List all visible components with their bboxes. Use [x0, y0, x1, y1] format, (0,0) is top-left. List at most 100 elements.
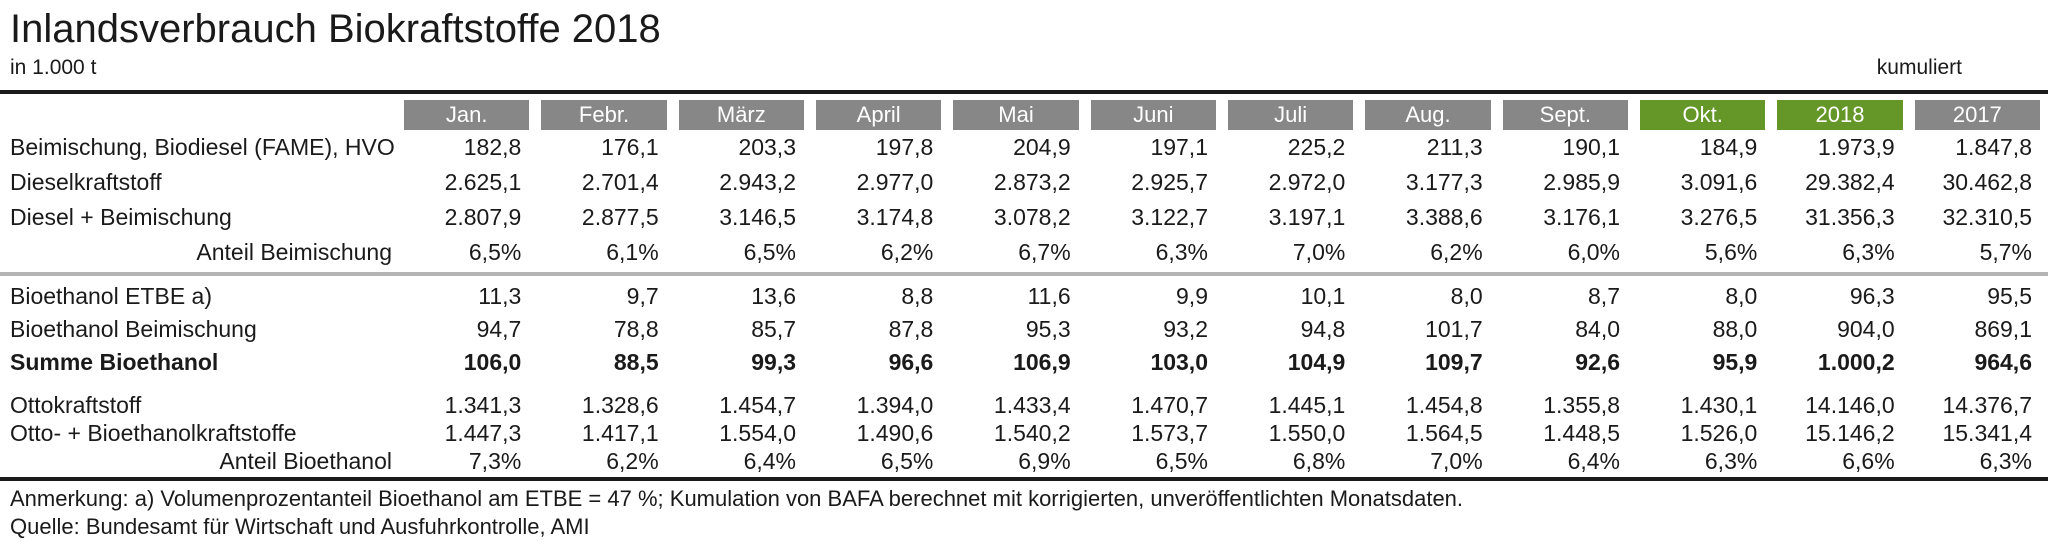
- value-cell: 1.447,3: [444, 419, 522, 446]
- page-title: Inlandsverbrauch Biokraftstoffe 2018: [10, 7, 661, 51]
- value-cell: 84,0: [1575, 316, 1620, 342]
- value-cell: 176,1: [601, 134, 659, 160]
- value-cell: 94,7: [476, 316, 522, 342]
- value-cell: 106,9: [1013, 349, 1071, 375]
- table-row-anteil-bioethanol: Anteil Bioethanol 7,3% 6,2% 6,4% 6,5% 6,9% 6,5…: [0, 447, 2048, 475]
- value-cell: 6,3%: [1704, 447, 1758, 474]
- value-cell: 85,7: [751, 316, 796, 342]
- table-row-ottokraftstoff: Ottokraftstoff 1.341,3 1.328,6 1.454,7 1.394…: [0, 391, 2048, 419]
- value-cell: 1.355,8: [1543, 391, 1620, 418]
- value-cell: 9,9: [1176, 283, 1208, 309]
- bottom-rule: [0, 477, 2048, 481]
- table-row-anteil-beimischung: Anteil Beimischung 6,5% 6,1% 6,5% 6,2% 6,7% 6,…: [0, 235, 2048, 270]
- column-header-2018: 2018: [1777, 100, 1903, 130]
- column-header-märz: März: [678, 100, 804, 130]
- value-cell: 14.376,7: [1942, 391, 2032, 418]
- table-body: Beimischung, Biodiesel (FAME), HVO 182,8 1…: [0, 130, 2048, 475]
- value-cell: 6,5%: [743, 239, 796, 265]
- value-cell: 3.177,3: [1405, 169, 1483, 195]
- value-cell: 106,0: [463, 349, 522, 375]
- value-cell: 3.174,8: [856, 204, 934, 230]
- value-cell: 904,0: [1837, 316, 1895, 342]
- footnote: Anmerkung: a) Volumenprozentanteil Bioet…: [10, 486, 1464, 511]
- column-header-febr: Febr.: [541, 100, 667, 130]
- value-cell: 6,2%: [880, 239, 934, 265]
- value-cell: 13,6: [751, 283, 796, 309]
- value-cell: 1.341,3: [444, 391, 522, 418]
- value-cell: 7,3%: [468, 447, 522, 474]
- value-cell: 15.341,4: [1942, 419, 2032, 446]
- value-cell: 1.000,2: [1817, 349, 1895, 375]
- value-cell: 197,1: [1150, 134, 1208, 160]
- value-cell: 6,5%: [1155, 447, 1208, 474]
- value-cell: 2.943,2: [719, 169, 796, 195]
- column-header-jan: Jan.: [404, 100, 530, 130]
- value-cell: 10,1: [1300, 283, 1346, 309]
- table-row-bioethanol-beimischung: Bioethanol Beimischung 94,7 78,8 85,7 87,8 95…: [0, 313, 2048, 346]
- cumulative-label: kumuliert: [1876, 56, 1962, 79]
- value-cell: 1.448,5: [1543, 419, 1620, 446]
- value-cell: 182,8: [463, 134, 522, 160]
- value-cell: 6,3%: [1979, 447, 2032, 474]
- value-cell: 3.176,1: [1543, 204, 1620, 230]
- table-row-beimischung-biodiesel-fame-hvo: Beimischung, Biodiesel (FAME), HVO 182,8 1…: [0, 130, 2048, 165]
- value-cell: 5,7%: [1979, 239, 2032, 265]
- value-cell: 7,0%: [1430, 447, 1483, 474]
- value-cell: 99,3: [751, 349, 796, 375]
- value-cell: 8,0: [1725, 283, 1758, 309]
- value-cell: 109,7: [1425, 349, 1483, 375]
- footer: Anmerkung: a) Volumenprozentanteil Bioet…: [0, 481, 2048, 541]
- value-cell: 1.573,7: [1131, 419, 1208, 446]
- value-cell: 103,0: [1150, 349, 1208, 375]
- value-cell: 30.462,8: [1942, 169, 2032, 195]
- value-cell: 184,9: [1699, 134, 1758, 160]
- value-cell: 9,7: [626, 283, 659, 309]
- value-cell: 6,5%: [880, 447, 934, 474]
- value-cell: 2.625,1: [444, 169, 522, 195]
- value-cell: 88,5: [613, 349, 659, 375]
- value-cell: 93,2: [1163, 316, 1208, 342]
- value-cell: 92,6: [1575, 349, 1620, 375]
- value-cell: 5,6%: [1704, 239, 1758, 265]
- value-cell: 88,0: [1712, 316, 1758, 342]
- row-label: Bioethanol Beimischung: [10, 316, 257, 342]
- row-label: Bioethanol ETBE a): [10, 283, 213, 309]
- value-cell: 211,3: [1426, 134, 1483, 160]
- value-cell: 87,8: [888, 316, 934, 342]
- value-cell: 190,1: [1562, 134, 1620, 160]
- value-cell: 96,3: [1849, 283, 1895, 309]
- value-cell: 6,4%: [743, 447, 796, 474]
- value-cell: 6,5%: [468, 239, 522, 265]
- row-label: Anteil Beimischung: [196, 239, 392, 265]
- table-row-diesel-beimischung: Diesel + Beimischung 2.807,9 2.877,5 3.146,…: [0, 200, 2048, 235]
- value-cell: 78,8: [613, 316, 659, 342]
- source-note: Quelle: Bundesamt für Wirtschaft und Aus…: [10, 514, 590, 539]
- value-cell: 6,7%: [1018, 239, 1071, 265]
- value-cell: 6,8%: [1292, 447, 1346, 474]
- value-cell: 1.554,0: [719, 419, 796, 446]
- value-cell: 104,9: [1287, 349, 1346, 375]
- value-cell: 1.430,1: [1680, 391, 1758, 418]
- value-cell: 2.977,0: [856, 169, 934, 195]
- value-cell: 94,8: [1300, 316, 1346, 342]
- value-cell: 29.382,4: [1805, 169, 1895, 195]
- column-header-okt: Okt.: [1640, 100, 1766, 130]
- value-cell: 3.091,6: [1680, 169, 1758, 195]
- table-row-otto-bioethanolkraftstoffe: Otto- + Bioethanolkraftstoffe 1.447,3 1.41…: [0, 419, 2048, 447]
- value-cell: 11,3: [478, 283, 522, 309]
- value-cell: 2.925,7: [1131, 169, 1208, 195]
- value-cell: 95,3: [1025, 316, 1071, 342]
- value-cell: 1.328,6: [581, 391, 659, 418]
- value-cell: 31.356,3: [1805, 204, 1895, 230]
- row-label: Beimischung, Biodiesel (FAME), HVO: [10, 134, 395, 160]
- value-cell: 2.877,5: [581, 204, 659, 230]
- value-cell: 3.197,1: [1268, 204, 1346, 230]
- row-label: Ottokraftstoff: [10, 391, 142, 418]
- column-header-sept: Sept.: [1502, 100, 1628, 130]
- row-label: Dieselkraftstoff: [10, 169, 162, 195]
- column-header-aug: Aug.: [1365, 100, 1491, 130]
- value-cell: 95,9: [1712, 349, 1758, 375]
- value-cell: 11,6: [1027, 283, 1071, 309]
- top-rule: [0, 90, 2048, 94]
- column-header-juli: Juli: [1228, 100, 1354, 130]
